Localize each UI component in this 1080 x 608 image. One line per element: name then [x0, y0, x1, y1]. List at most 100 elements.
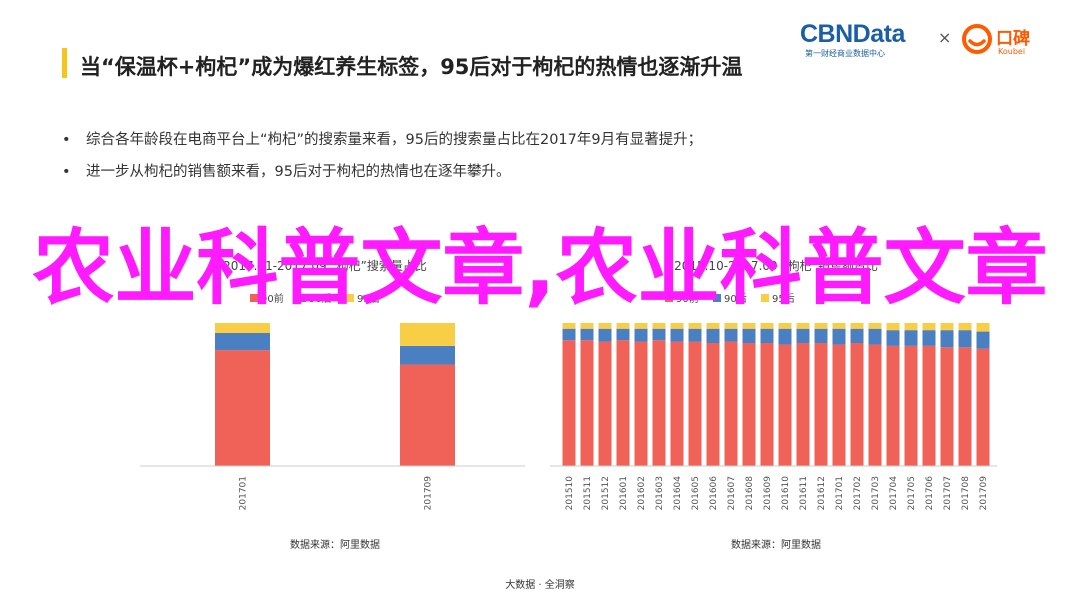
bar-segment — [652, 323, 666, 329]
chart-source: 数据来源：阿里数据 — [290, 538, 380, 551]
bar-segment — [868, 323, 882, 329]
x-tick-label: 201701 — [835, 476, 845, 510]
footer-text: 大数据 · 全洞察 — [505, 580, 575, 591]
legend-label: 90后 — [309, 293, 332, 305]
bar-segment — [976, 348, 990, 466]
bar-segment — [724, 341, 738, 466]
legend-swatch — [250, 294, 258, 302]
x-tick-label: 201701 — [239, 476, 249, 510]
bar-segment — [742, 343, 756, 466]
bar-segment — [814, 343, 828, 466]
bar-segment — [796, 323, 810, 329]
bar-segment — [580, 328, 594, 341]
bar-segment — [778, 344, 792, 466]
x-tick-label: 201606 — [709, 476, 719, 511]
bar-segment — [616, 340, 630, 466]
bar-segment — [742, 323, 756, 329]
bar-segment — [814, 328, 828, 344]
chart-title: 2015.10-2017.09 “枸杞”销售额占比 — [674, 258, 878, 273]
bar-segment — [580, 323, 594, 329]
bullet-item: 综合各年龄段在电商平台上“枸杞”的搜索量来看，95后的搜索量占比在2017年9月… — [62, 128, 702, 160]
bar-segment — [832, 323, 846, 329]
x-tick-label: 201709 — [979, 476, 989, 511]
bar-segment — [400, 323, 455, 346]
koubei-logo: 口碑 — [996, 29, 1030, 49]
bar-segment — [886, 345, 900, 466]
koubei-subtitle: Koubei — [998, 47, 1026, 56]
legend-label: 90后 — [724, 293, 747, 305]
x-tick-label: 201706 — [925, 476, 935, 511]
x-tick-label: 201512 — [601, 476, 611, 510]
x-tick-label: 201612 — [817, 476, 827, 510]
bar-segment — [760, 343, 774, 466]
bar-segment — [958, 323, 972, 331]
bar-segment — [706, 328, 720, 344]
bar-segment — [562, 328, 576, 341]
bar-segment — [904, 330, 918, 346]
x-tick-label: 201702 — [853, 476, 863, 510]
bar-segment — [652, 340, 666, 466]
bar-segment — [832, 344, 846, 466]
bar-segment — [922, 330, 936, 346]
bar-segment — [616, 323, 630, 329]
bar-segment — [760, 323, 774, 329]
cbndata-logo: CBNData — [800, 20, 905, 48]
bar-segment — [760, 328, 774, 344]
chart-title: 2017.01-2017.09 “枸杞”搜索量占比 — [223, 258, 427, 273]
bar-segment — [850, 343, 864, 466]
x-tick-label: 201611 — [799, 476, 809, 510]
x-tick-label: 201511 — [583, 476, 593, 510]
bar-segment — [688, 341, 702, 466]
bar-segment — [940, 347, 954, 466]
x-tick-label: 201707 — [943, 476, 953, 510]
bar-segment — [598, 328, 612, 342]
bar-segment — [976, 331, 990, 349]
koubei-logo-icon — [962, 24, 992, 54]
x-tick-label: 201601 — [619, 476, 629, 510]
bar-segment — [688, 328, 702, 342]
bar-segment — [958, 347, 972, 466]
legend-swatch — [346, 294, 354, 302]
legend-swatch — [298, 294, 306, 302]
bar-segment — [796, 328, 810, 344]
bar-segment — [670, 341, 684, 466]
bar-segment — [562, 340, 576, 466]
bar-segment — [215, 323, 270, 334]
legend-swatch — [713, 294, 721, 302]
bullet-item: 进一步从枸杞的销售额来看，95后对于枸杞的热情也在逐年攀升。 — [62, 160, 702, 192]
logo-area: CBNData 第一财经商业数据中心 × 口碑 Koubei — [800, 18, 1030, 62]
x-tick-label: 201609 — [763, 476, 773, 511]
bar-segment — [832, 328, 846, 345]
bar-segment — [598, 341, 612, 466]
bar-segment — [796, 343, 810, 466]
bar-segment — [598, 323, 612, 329]
legend-label: 90前 — [261, 292, 284, 305]
x-tick-label: 201704 — [889, 476, 899, 511]
bar-segment — [922, 323, 936, 331]
bar-segment — [940, 330, 954, 348]
legend-label: 95后 — [357, 293, 380, 305]
x-tick-label: 201604 — [673, 476, 683, 511]
bar-segment — [814, 323, 828, 329]
bar-segment — [886, 330, 900, 346]
bar-segment — [215, 333, 270, 351]
bar-segment — [652, 328, 666, 341]
bar-segment — [868, 328, 882, 345]
x-tick-label: 201607 — [727, 476, 737, 510]
bar-segment — [706, 323, 720, 329]
chart-source: 数据来源：阿里数据 — [731, 538, 821, 551]
bullet-list: 综合各年龄段在电商平台上“枸杞”的搜索量来看，95后的搜索量占比在2017年9月… — [62, 128, 702, 192]
bar-segment — [778, 328, 792, 345]
bar-segment — [904, 323, 918, 331]
bar-segment — [976, 323, 990, 332]
overlay-watermark-text: 农业科普文章,农业科普文章 — [32, 221, 1048, 316]
x-tick-label: 201703 — [871, 476, 881, 510]
bar-segment — [940, 323, 954, 331]
bar-segment — [742, 328, 756, 344]
bar-segment — [724, 328, 738, 342]
legend-swatch — [665, 294, 673, 302]
bar-segment — [562, 323, 576, 329]
bar-segment — [634, 341, 648, 466]
cbndata-subtitle: 第一财经商业数据中心 — [805, 49, 885, 58]
